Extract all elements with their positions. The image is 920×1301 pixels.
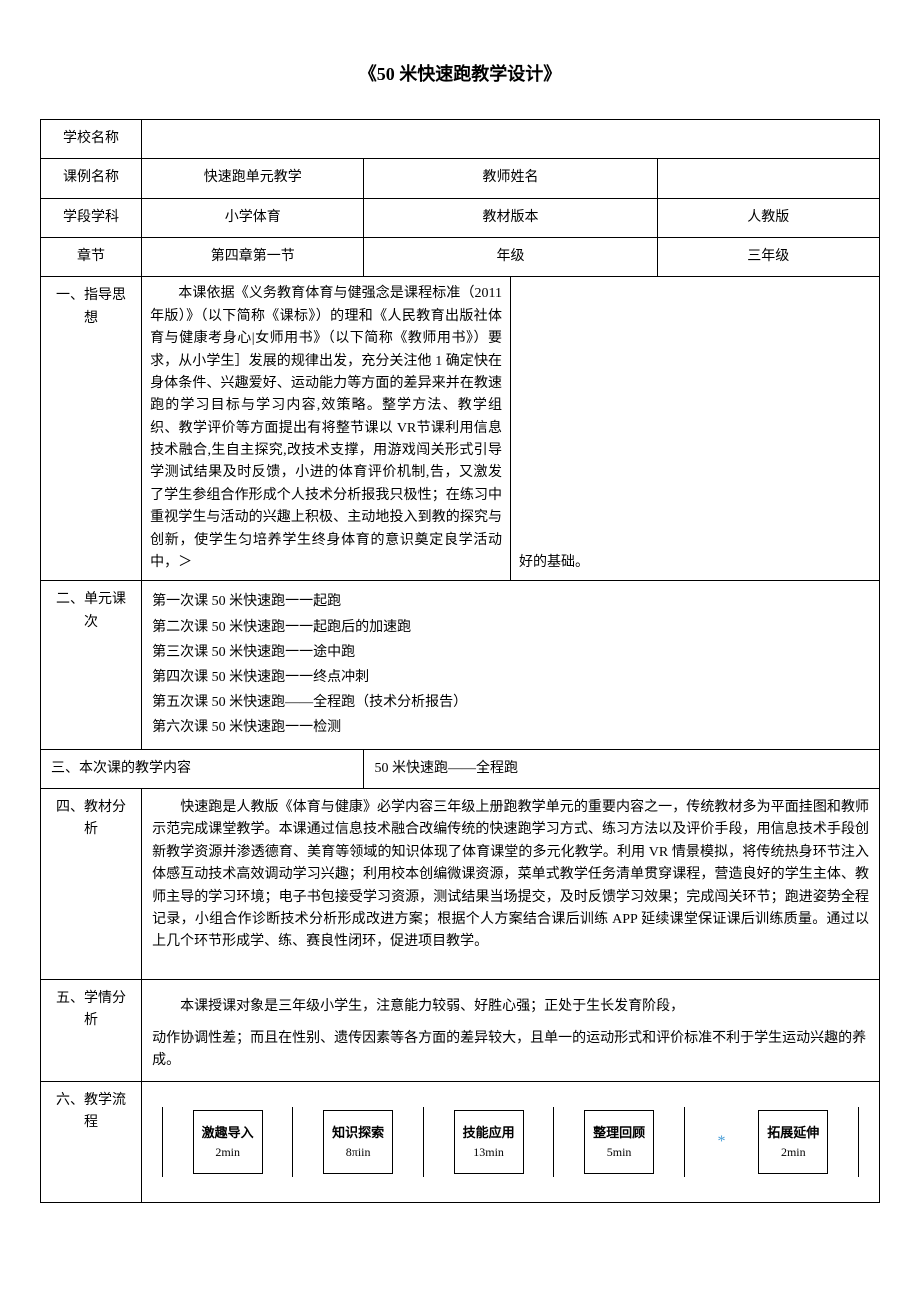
flow-diagram: 激趣导入 2min 知识探索 8πiin 技能应用 13min 整理回顾 5mi… <box>142 1082 879 1202</box>
row-textbook-analysis: 四、教材分析 快速跑是人教版《体育与健康》必学内容三年级上册跑教学单元的重要内容… <box>41 788 880 979</box>
row-unit-lessons: 二、单元课次 第一次课 50 米快速跑一一起跑 第二次课 50 米快速跑一一起跑… <box>41 581 880 749</box>
lesson-plan-table: 学校名称 课例名称 快速跑单元教学 教师姓名 学段学科 小学体育 教材版本 人教… <box>40 119 880 1203</box>
lesson-item: 第三次课 50 米快速跑一一途中跑 <box>152 640 869 665</box>
label-section1: 一、指导思想 <box>41 277 142 581</box>
row-stage: 学段学科 小学体育 教材版本 人教版 <box>41 198 880 237</box>
asterisk-icon: * <box>715 1129 729 1155</box>
section5-para1: 本课授课对象是三年级小学生，注意能力较弱、好胜心强；正处于生长发育阶段， <box>152 988 869 1028</box>
row-student-analysis: 五、学情分析 本课授课对象是三年级小学生，注意能力较弱、好胜心强；正处于生长发育… <box>41 979 880 1081</box>
content-section6: 激趣导入 2min 知识探索 8πiin 技能应用 13min 整理回顾 5mi… <box>142 1081 880 1202</box>
content-section4: 快速跑是人教版《体育与健康》必学内容三年级上册跑教学单元的重要内容之一，传统教材… <box>142 788 880 979</box>
label-section2: 二、单元课次 <box>41 581 142 749</box>
document-title: 《50 米快速跑教学设计》 <box>40 60 880 89</box>
value-stage: 小学体育 <box>142 198 364 237</box>
value-case: 快速跑单元教学 <box>142 159 364 198</box>
row-guiding-thought: 一、指导思想 本课依据《义务教育体育与健强念是课程标准（2011 年版）》（以下… <box>41 277 880 581</box>
row-teaching-flow: 六、教学流程 激趣导入 2min 知识探索 8πiin 技能应用 13min <box>41 1081 880 1202</box>
value-grade: 三年级 <box>657 237 879 276</box>
value-school <box>142 119 880 158</box>
flow-step-time: 2min <box>200 1143 256 1161</box>
label-section3: 三、本次课的教学内容 <box>41 749 364 788</box>
flow-step-2: 知识探索 8πiin <box>323 1110 393 1174</box>
label-chapter: 章节 <box>41 237 142 276</box>
row-case: 课例名称 快速跑单元教学 教师姓名 <box>41 159 880 198</box>
flow-step-title: 知识探索 <box>330 1123 386 1143</box>
lesson-item: 第二次课 50 米快速跑一一起跑后的加速跑 <box>152 615 869 640</box>
flow-step-time: 2min <box>765 1143 821 1161</box>
label-section4: 四、教材分析 <box>41 788 142 979</box>
flow-step-title: 激趣导入 <box>200 1123 256 1143</box>
flow-step-title: 整理回顾 <box>591 1123 647 1143</box>
flow-step-4: 整理回顾 5min <box>584 1110 654 1174</box>
flow-step-1: 激趣导入 2min <box>193 1110 263 1174</box>
label-grade: 年级 <box>364 237 657 276</box>
value-section3: 50 米快速跑——全程跑 <box>364 749 880 788</box>
label-stage: 学段学科 <box>41 198 142 237</box>
row-chapter: 章节 第四章第一节 年级 三年级 <box>41 237 880 276</box>
label-teacher: 教师姓名 <box>364 159 657 198</box>
section5-para2: 动作协调性差；而且在性别、遗传因素等各方面的差异较大，且单一的运动形式和评价标准… <box>152 1028 869 1073</box>
content-section1: 本课依据《义务教育体育与健强念是课程标准（2011 年版）》（以下简称《课标》）… <box>142 277 880 581</box>
content-section2: 第一次课 50 米快速跑一一起跑 第二次课 50 米快速跑一一起跑后的加速跑 第… <box>142 581 880 749</box>
lesson-item: 第四次课 50 米快速跑一一终点冲刺 <box>152 665 869 690</box>
flow-step-time: 8πiin <box>330 1143 386 1161</box>
label-school: 学校名称 <box>41 119 142 158</box>
flow-step-title: 技能应用 <box>461 1123 517 1143</box>
section1-col2: 好的基础。 <box>511 277 879 580</box>
content-section5: 本课授课对象是三年级小学生，注意能力较弱、好胜心强；正处于生长发育阶段， 动作协… <box>142 979 880 1081</box>
flow-step-title: 拓展延伸 <box>765 1123 821 1143</box>
label-textbook: 教材版本 <box>364 198 657 237</box>
flow-step-time: 13min <box>461 1143 517 1161</box>
label-section6: 六、教学流程 <box>41 1081 142 1202</box>
flow-step-5: 拓展延伸 2min <box>758 1110 828 1174</box>
lesson-item: 第六次课 50 米快速跑一一检测 <box>152 715 869 740</box>
value-textbook: 人教版 <box>657 198 879 237</box>
lesson-item: 第一次课 50 米快速跑一一起跑 <box>152 589 869 614</box>
value-teacher <box>657 159 879 198</box>
row-school: 学校名称 <box>41 119 880 158</box>
lesson-item: 第五次课 50 米快速跑——全程跑（技术分析报告） <box>152 690 869 715</box>
section1-col1: 本课依据《义务教育体育与健强念是课程标准（2011 年版）》（以下简称《课标》）… <box>142 277 510 580</box>
row-this-lesson: 三、本次课的教学内容 50 米快速跑——全程跑 <box>41 749 880 788</box>
label-case: 课例名称 <box>41 159 142 198</box>
flow-step-3: 技能应用 13min <box>454 1110 524 1174</box>
value-chapter: 第四章第一节 <box>142 237 364 276</box>
label-section5: 五、学情分析 <box>41 979 142 1081</box>
flow-step-time: 5min <box>591 1143 647 1161</box>
